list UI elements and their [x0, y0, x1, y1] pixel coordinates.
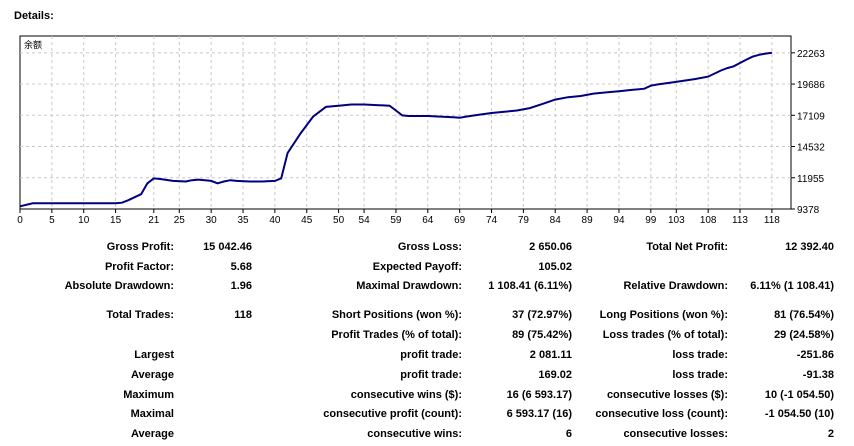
gross-profit-label: Gross Profit:: [106, 241, 174, 253]
x-tick-label: 35: [237, 215, 249, 226]
x-tick-label: 5: [49, 215, 55, 226]
x-tick-label: 45: [301, 215, 313, 226]
x-tick-label: 50: [333, 215, 345, 226]
x-tick-label: 30: [206, 215, 218, 226]
x-tick-label: 79: [518, 215, 530, 226]
largest-loss-label: loss trade:: [672, 349, 728, 361]
x-tick-label: 113: [732, 215, 748, 226]
y-tick-label: 9378: [797, 205, 820, 216]
average-consec-losses-value: 2: [827, 428, 834, 440]
x-tick-label: 74: [486, 215, 498, 226]
gross-profit-value: 15 042.46: [203, 241, 252, 253]
x-tick-label: 89: [582, 215, 594, 226]
long-positions-label: Long Positions (won %):: [599, 309, 728, 321]
largest-label: Largest: [134, 349, 174, 361]
balance-line: [19, 51, 773, 208]
long-positions-value: 81 (76.54%): [774, 309, 834, 321]
x-tick-label: 54: [359, 215, 371, 226]
average-loss-value: -91.38: [802, 369, 834, 381]
x-tick-label: 10: [78, 215, 90, 226]
total-trades-value: 118: [234, 309, 252, 321]
maximal-consec-profit-label: consecutive profit (count):: [323, 408, 462, 420]
max-consec-wins-label: consecutive wins ($):: [350, 389, 462, 401]
maximal-label: Maximal: [130, 408, 174, 420]
gross-loss-label: Gross Loss:: [397, 241, 462, 253]
max-consec-losses-value: 10 (-1 054.50): [764, 389, 834, 401]
profit-factor-label: Profit Factor:: [104, 261, 174, 273]
y-tick-label: 19686: [797, 80, 825, 91]
gross-loss-value: 2 650.06: [529, 241, 572, 253]
max-consec-losses-label: consecutive losses ($):: [606, 389, 728, 401]
x-tick-label: 103: [668, 215, 685, 226]
maximum-label: Maximum: [123, 389, 174, 401]
x-tick-label: 0: [17, 215, 23, 226]
maximal-consec-loss-label: consecutive loss (count):: [595, 408, 728, 420]
average-loss-label: loss trade:: [672, 369, 728, 381]
total-trades-label: Total Trades:: [106, 309, 174, 321]
expected-payoff-label: Expected Payoff:: [372, 261, 462, 273]
y-tick-label: 17109: [797, 111, 825, 122]
average-consec-wins-label: consecutive wins:: [367, 428, 462, 440]
expected-payoff-value: 105.02: [538, 261, 572, 273]
x-tick-label: 40: [269, 215, 281, 226]
plot-area: [19, 35, 792, 210]
x-tick-label: 99: [645, 215, 657, 226]
relative-drawdown-value: 6.11% (1 108.41): [750, 280, 834, 292]
details-heading: Details:: [14, 10, 54, 22]
x-tick-label: 94: [613, 215, 625, 226]
legend-label: 余额: [24, 39, 42, 51]
absolute-drawdown-value: 1.96: [230, 280, 252, 292]
total-net-profit-label: Total Net Profit:: [646, 241, 728, 253]
maximal-consec-profit-value: 6 593.17 (16): [506, 408, 572, 420]
x-tick-labels: 0 5 10 15 21 25 30 35 40 45 50 54 59 64 69 74 79 84 89 94 99…: [17, 209, 780, 226]
y-tick-labels: 9378 11955 14532 17109 19686 22263: [791, 49, 825, 216]
loss-trades-value: 29 (24.58%): [774, 329, 834, 341]
short-positions-label: Short Positions (won %):: [331, 309, 462, 321]
y-tick-label: 14532: [797, 143, 825, 154]
balance-chart: 9378 11955 14532 17109 19686 22263 0 5 10 15 21 25…: [17, 35, 825, 226]
maximal-drawdown-value: 1 108.41 (6.11%): [488, 280, 572, 292]
x-tick-label: 59: [390, 215, 402, 226]
largest-profit-value: 2 081.11: [529, 349, 572, 361]
x-tick-label: 118: [764, 215, 780, 226]
average-profit-value: 169.02: [538, 369, 572, 381]
absolute-drawdown-label: Absolute Drawdown:: [64, 280, 174, 292]
x-tick-label: 64: [422, 215, 434, 226]
maximal-consec-loss-value: -1 054.50 (10): [764, 408, 834, 420]
average-label: Average: [130, 369, 174, 381]
max-consec-wins-value: 16 (6 593.17): [506, 389, 572, 401]
profit-factor-value: 5.68: [230, 261, 252, 273]
x-tick-label: 15: [110, 215, 122, 226]
loss-trades-label: Loss trades (% of total):: [602, 329, 728, 341]
largest-profit-label: profit trade:: [400, 349, 462, 361]
profit-trades-label: Profit Trades (% of total):: [331, 329, 462, 341]
x-tick-label: 25: [174, 215, 186, 226]
average2-label: Average: [130, 428, 174, 440]
average-consec-wins-value: 6: [565, 428, 572, 440]
profit-trades-value: 89 (75.42%): [512, 329, 572, 341]
y-tick-label: 11955: [797, 174, 825, 185]
y-tick-label: 22263: [797, 49, 825, 60]
x-tick-label: 21: [148, 215, 160, 226]
maximal-drawdown-label: Maximal Drawdown:: [356, 280, 462, 292]
total-net-profit-value: 12 392.40: [785, 241, 834, 253]
x-tick-label: 69: [454, 215, 466, 226]
average-consec-losses-label: consecutive losses:: [623, 428, 728, 440]
short-positions-value: 37 (72.97%): [512, 309, 572, 321]
relative-drawdown-label: Relative Drawdown:: [623, 280, 728, 292]
x-tick-label: 108: [700, 215, 717, 226]
x-tick-label: 84: [550, 215, 562, 226]
largest-loss-value: -251.86: [796, 349, 834, 361]
average-profit-label: profit trade:: [400, 369, 462, 381]
